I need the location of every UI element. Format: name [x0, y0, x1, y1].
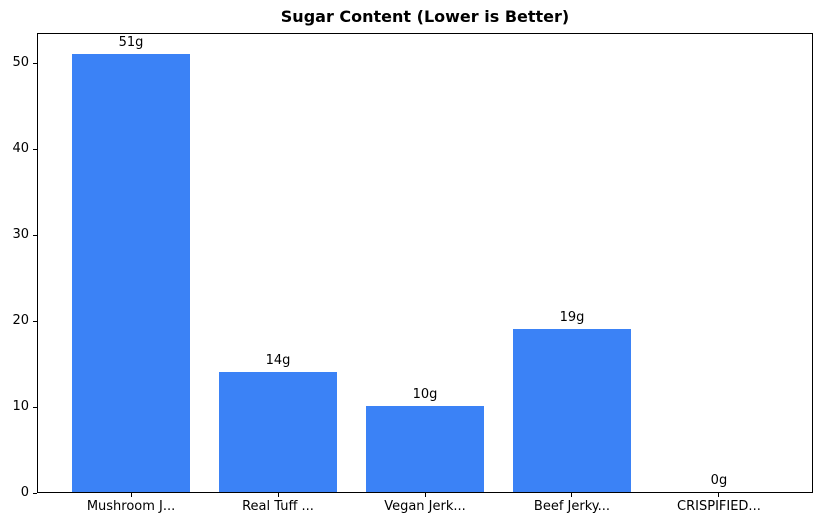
y-tick-label: 10	[12, 399, 29, 415]
x-tick-mark	[424, 493, 426, 497]
bar-value-label: 0g	[710, 473, 728, 488]
y-tick-mark	[33, 492, 37, 494]
y-tick-mark	[33, 148, 37, 150]
y-tick-mark	[33, 62, 37, 64]
bar-mushroom-j	[72, 53, 190, 492]
bar-value-label: 14g	[265, 352, 291, 368]
bar-beef-jerky	[513, 328, 631, 492]
y-tick-label: 30	[12, 227, 29, 243]
bar-value-label: 10g	[412, 387, 438, 403]
x-tick-label: CRISPIFIED...	[677, 499, 761, 514]
x-tick-mark	[718, 493, 720, 497]
bar-value-label: 51g	[118, 34, 144, 50]
x-tick-label: Mushroom J...	[86, 499, 176, 514]
y-tick-mark	[33, 320, 37, 322]
chart-title: Sugar Content (Lower is Better)	[280, 7, 570, 26]
plot-area: 51g 14g 10g 19g 0g	[37, 33, 813, 493]
y-tick-mark	[33, 234, 37, 236]
x-tick-label: Vegan Jerk...	[384, 499, 466, 514]
x-tick-mark	[571, 493, 573, 497]
bar-value-label: 19g	[559, 309, 585, 325]
y-tick-label: 20	[12, 313, 29, 329]
x-tick-label: Beef Jerky...	[533, 499, 611, 514]
y-tick-label: 40	[12, 141, 29, 157]
y-tick-label: 50	[12, 55, 29, 71]
y-tick-label: 0	[20, 485, 29, 500]
x-tick-mark	[130, 493, 132, 497]
x-tick-label: Real Tuff ...	[242, 499, 314, 514]
x-tick-mark	[277, 493, 279, 497]
y-tick-mark	[33, 406, 37, 408]
bar-vegan-jerk	[366, 406, 484, 492]
bar-real-tuff	[219, 371, 337, 492]
